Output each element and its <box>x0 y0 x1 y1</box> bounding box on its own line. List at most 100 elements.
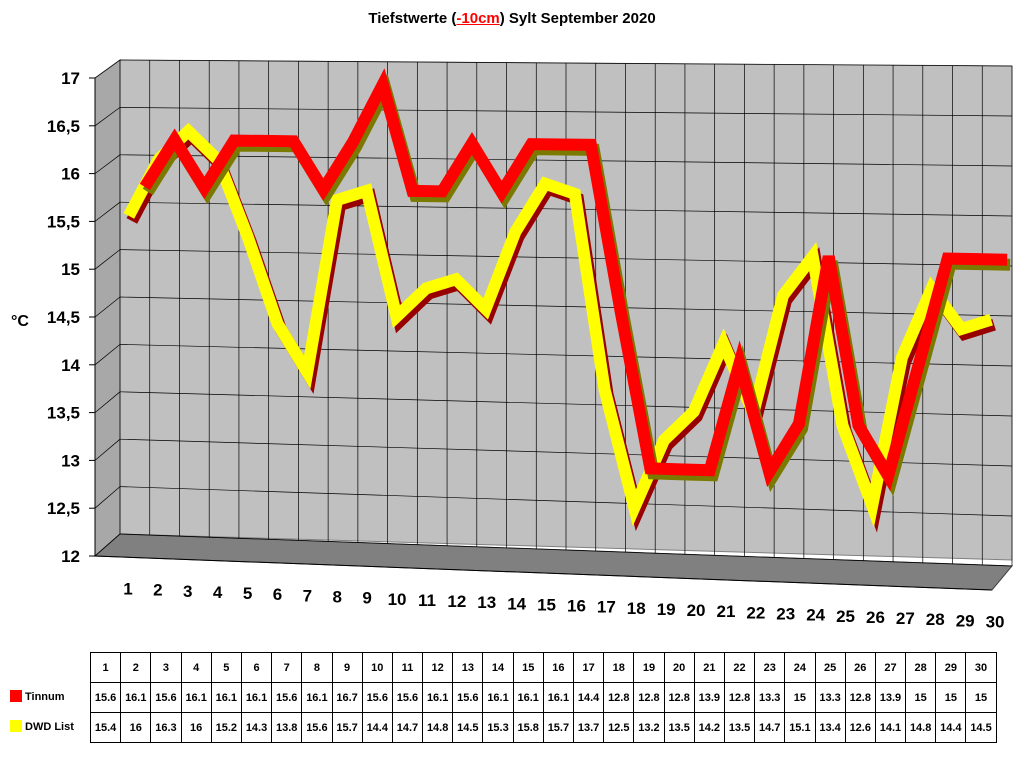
table-cell: 16.1 <box>542 682 575 713</box>
table-cell: 13.8 <box>271 712 303 743</box>
table-cell: 15.8 <box>512 712 544 743</box>
y-tick-label: 13,5 <box>47 404 80 423</box>
table-cell: 13.3 <box>754 682 786 713</box>
x-tick-label: 20 <box>687 601 706 620</box>
plot-side-wall <box>94 59 121 558</box>
y-axis-label: °C <box>11 313 29 330</box>
table-cell: 15.6 <box>150 682 182 713</box>
title-highlight: -10cm <box>456 10 500 27</box>
table-cell: 14.7 <box>754 712 786 743</box>
title-prefix: Tiefstwerte ( <box>368 10 457 27</box>
table-header-cell: 1 <box>89 652 122 683</box>
table-cell: 15 <box>784 682 816 713</box>
table-header-cell: 3 <box>150 652 182 683</box>
table-header-cell: 21 <box>693 652 725 683</box>
table-cell: 15 <box>905 682 937 713</box>
x-tick-label: 26 <box>866 608 885 627</box>
x-tick-label: 29 <box>956 611 975 630</box>
y-tick-label: 14,5 <box>47 308 80 327</box>
table-cell: 15.4 <box>89 712 122 743</box>
table-cell: 14.4 <box>361 712 393 743</box>
table-cell: 15.6 <box>391 682 424 713</box>
table-cell: 14.2 <box>693 712 725 743</box>
table-cell: 16 <box>180 712 212 743</box>
table-cell: 14.3 <box>240 712 273 743</box>
table-header-cell: 18 <box>603 652 635 683</box>
title-suffix: ) Sylt September 2020 <box>499 10 656 27</box>
data-table: 1 2 3 4 5 6 7 8 9 10 11 12 13 14 15 16 17 18 19 20 21 22 23 24 2… <box>10 652 997 743</box>
table-cell: 15.6 <box>89 682 122 713</box>
table-row: DWD List 15.4 16 16.3 16 15.2 14.3 13.8 15.6 15.7… <box>10 712 997 743</box>
table-header-cell: 16 <box>542 652 575 683</box>
grid-line-side <box>94 154 121 174</box>
grid-line-side <box>94 201 121 222</box>
table-header-cell: 14 <box>482 652 514 683</box>
table-cell: 13.2 <box>633 712 665 743</box>
x-tick-label: 22 <box>746 603 765 622</box>
table-cell: 12.8 <box>633 682 665 713</box>
x-tick-label: 17 <box>597 598 616 617</box>
x-tick-label: 14 <box>507 594 526 613</box>
y-tick-label: 15 <box>61 260 80 279</box>
table-cell: 13.9 <box>693 682 725 713</box>
x-tick-label: 6 <box>273 585 282 604</box>
x-tick-label: 5 <box>243 584 252 603</box>
x-tick-label: 28 <box>926 610 945 629</box>
x-axis-line <box>94 555 993 591</box>
x-tick-label: 13 <box>477 593 496 612</box>
y-tick-label: 12,5 <box>47 499 80 518</box>
table-cell: 14.4 <box>572 682 605 713</box>
table-header-cell: 26 <box>844 652 876 683</box>
table-cell: 13.3 <box>814 682 846 713</box>
table-header-cell: 9 <box>331 652 363 683</box>
x-tick-label: 11 <box>418 591 436 610</box>
grid-line-side <box>94 391 121 413</box>
table-cell: 16.1 <box>240 682 273 713</box>
x-tick-label: 9 <box>362 589 371 608</box>
table-cell: 15.6 <box>271 682 303 713</box>
table-cell: 13.7 <box>572 712 605 743</box>
table-header-cell: 12 <box>422 652 454 683</box>
table-header-cell: 13 <box>452 652 484 683</box>
x-tick-label: 24 <box>806 606 825 625</box>
table-cell: 16.1 <box>180 682 212 713</box>
y-tick-label: 17 <box>61 69 80 88</box>
table-cell: 15 <box>935 682 967 713</box>
table-cell: 15.6 <box>452 682 484 713</box>
table-cell: 16.1 <box>512 682 544 713</box>
x-tick-label: 15 <box>537 595 556 614</box>
table-cell: 12.5 <box>603 712 635 743</box>
table-header-cell: 4 <box>180 652 212 683</box>
table-cell: 14.8 <box>905 712 937 743</box>
table-cell: 16.7 <box>331 682 363 713</box>
table-cell: 15.1 <box>784 712 816 743</box>
table-cell: 16.1 <box>482 682 514 713</box>
table-header-cell: 6 <box>240 652 273 683</box>
table-cell: 12.8 <box>603 682 635 713</box>
x-tick-label: 21 <box>716 602 735 621</box>
table-header-cell: 2 <box>120 652 152 683</box>
series-layer <box>123 68 1011 533</box>
x-tick-label: 3 <box>183 582 192 601</box>
table-cell: 15.7 <box>542 712 575 743</box>
table-cell: 15.2 <box>210 712 242 743</box>
table-cell: 13.5 <box>723 712 756 743</box>
chart-title: Tiefstwerte (-10cm) Sylt September 2020 <box>0 10 1024 27</box>
table-header-cell: 15 <box>512 652 544 683</box>
table-cell: 15.6 <box>361 682 393 713</box>
x-tick-label: 12 <box>447 592 466 611</box>
series-line-0 <box>139 68 1008 492</box>
table-header-cell: 28 <box>905 652 937 683</box>
x-tick-label: 27 <box>896 609 915 628</box>
table-cell: 15.7 <box>331 712 363 743</box>
series-line-1 <box>123 122 993 528</box>
table-cell: 13.4 <box>814 712 846 743</box>
table-cell: 13.9 <box>874 682 907 713</box>
legend-swatch <box>10 719 22 732</box>
x-tick-label: 8 <box>333 588 342 607</box>
table-cell: 14.4 <box>935 712 967 743</box>
grid-line-side <box>94 533 121 557</box>
legend-swatch <box>10 689 22 702</box>
